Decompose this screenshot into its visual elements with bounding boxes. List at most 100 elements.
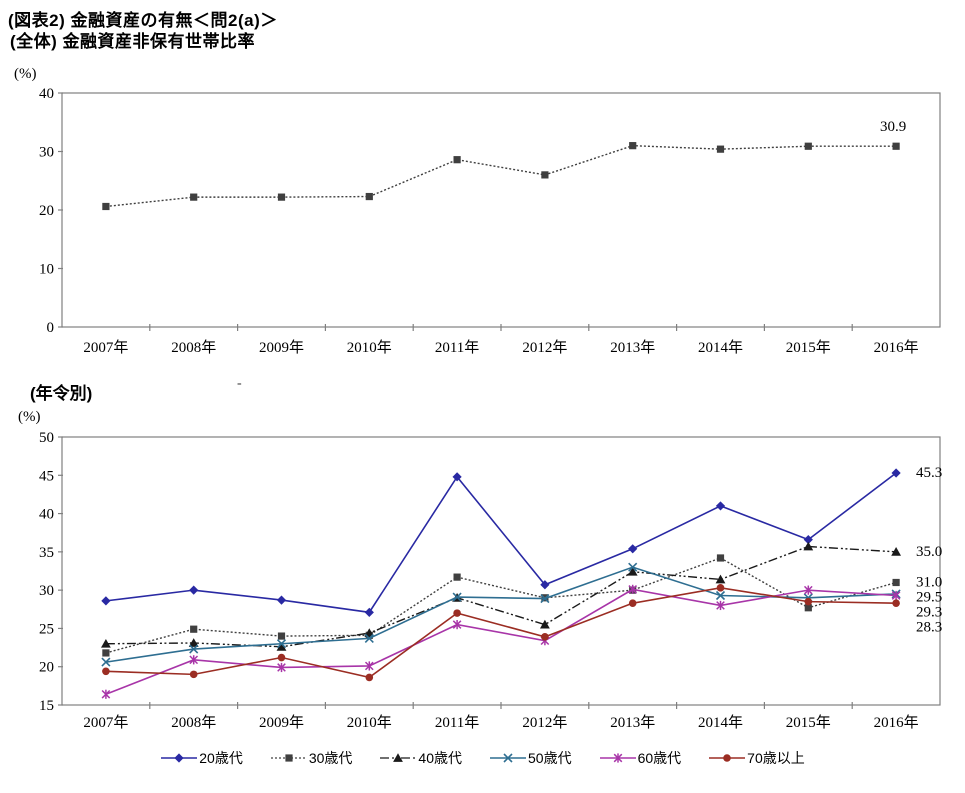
data-point-triangle	[101, 638, 111, 648]
end-value-label: 28.3	[916, 619, 942, 635]
data-point-square	[892, 578, 900, 587]
data-point-square	[190, 625, 198, 633]
series-4	[101, 584, 901, 699]
data-point-square	[453, 156, 461, 164]
x-axis-label: 2016年	[874, 714, 919, 731]
data-point-square	[804, 142, 812, 150]
x-axis-label: 2009年	[259, 714, 304, 731]
y-axis-tick-label: 45	[39, 468, 54, 484]
legend-item-50s: 50歳代	[489, 748, 572, 768]
series-3	[101, 562, 901, 667]
y-axis-tick-label: 0	[47, 320, 55, 336]
series-line	[105, 144, 897, 208]
series-line	[105, 588, 897, 696]
y-axis-tick-label: 10	[39, 262, 54, 278]
data-point-diamond	[628, 544, 638, 554]
data-point-square	[804, 604, 812, 612]
legend-label: 30歳代	[308, 750, 353, 766]
series-line	[105, 587, 897, 679]
data-point-circle	[365, 673, 374, 682]
series-1	[102, 554, 900, 657]
data-point-circle	[453, 609, 461, 617]
legend-label: 20歳代	[199, 750, 243, 766]
legend-marker-icon	[380, 753, 417, 762]
x-axis-label: 2009年	[259, 339, 304, 356]
end-value-label: 30.9	[880, 119, 906, 135]
data-point-triangle	[715, 574, 726, 584]
data-point-triangle	[627, 566, 638, 576]
data-point-x	[364, 633, 374, 643]
data-point-square	[629, 142, 637, 150]
data-point-x	[540, 594, 550, 604]
data-point-circle	[277, 653, 286, 662]
series-5	[102, 584, 900, 682]
data-point-x	[101, 657, 111, 667]
data-point-diamond	[452, 472, 462, 482]
end-value-label: 35.0	[916, 544, 942, 560]
legend-marker-icon	[270, 754, 307, 762]
x-axis-label: 2010年	[347, 339, 392, 356]
data-point-asterisk	[613, 753, 622, 763]
data-point-diamond	[276, 595, 287, 605]
data-point-diamond	[715, 501, 726, 511]
x-axis-label: 2007年	[83, 339, 128, 356]
data-point-triangle	[891, 547, 901, 556]
data-point-circle	[628, 599, 637, 607]
legend-marker-icon	[161, 753, 198, 763]
y-axis-tick-label: 20	[39, 660, 54, 676]
data-point-triangle	[540, 619, 550, 629]
data-point-x	[628, 562, 638, 572]
data-point-x	[452, 592, 462, 602]
data-point-x	[189, 644, 199, 654]
data-point-circle	[102, 667, 110, 676]
data-point-diamond	[364, 607, 374, 617]
end-value-label: 29.3	[916, 604, 942, 620]
data-point-square	[453, 573, 461, 581]
x-axis-label: 2011年	[435, 339, 479, 356]
data-point-square	[716, 554, 725, 562]
legend-item-20s: 20歳代	[160, 748, 243, 768]
y-axis-unit-label: (%)	[18, 409, 41, 425]
figure-subtitle-overall: (全体) 金融資産非保有世帯比率	[10, 32, 256, 51]
plot-border	[61, 436, 941, 706]
series-line	[105, 545, 897, 648]
data-point-triangle	[364, 628, 375, 637]
legend-marker-icon	[490, 753, 526, 763]
y-axis-tick-label: 40	[39, 507, 54, 523]
y-axis-tick-label: 15	[39, 698, 54, 714]
legend-item-30s: 30歳代	[270, 748, 353, 768]
end-value-label: 45.3	[916, 465, 942, 481]
legend-item-40s: 40歳代	[379, 748, 462, 768]
data-point-square	[277, 632, 286, 640]
end-value-label: 31.0	[916, 574, 942, 590]
x-axis-label: 2008年	[171, 714, 216, 731]
data-point-circle	[541, 633, 549, 641]
x-axis-label: 2012年	[522, 714, 567, 731]
data-point-diamond	[101, 596, 111, 606]
legend-item-60s: 60歳代	[599, 748, 682, 768]
end-value-label: 29.5	[916, 589, 942, 605]
x-axis-label: 2011年	[435, 714, 479, 731]
y-axis-tick-label: 50	[39, 430, 54, 446]
x-axis-label: 2013年	[610, 714, 655, 731]
legend-marker-icon	[709, 754, 746, 762]
data-point-square	[277, 193, 286, 201]
stray-dash: -	[237, 376, 242, 391]
series-line	[105, 557, 897, 654]
data-point-square	[365, 192, 373, 201]
data-point-asterisk	[101, 689, 111, 699]
data-point-x	[276, 639, 287, 649]
legend-label: 60歳代	[637, 750, 682, 766]
data-point-triangle	[803, 541, 814, 551]
section-title-by-age: (年令別)	[30, 384, 93, 403]
by-age-line-chart: (%) 15 20 25 30 35 40 45 50 2007年 2008年 2009年 2010年 2…	[18, 409, 942, 731]
series-overall	[102, 142, 900, 211]
series-line	[105, 472, 897, 614]
data-point-square	[541, 171, 549, 179]
x-axis-label: 2015年	[786, 714, 831, 731]
legend-item-70plus: 70歳以上	[708, 748, 805, 768]
series-2	[101, 541, 901, 651]
data-point-asterisk	[628, 584, 638, 594]
data-point-diamond	[174, 753, 184, 763]
data-point-circle	[189, 670, 198, 679]
